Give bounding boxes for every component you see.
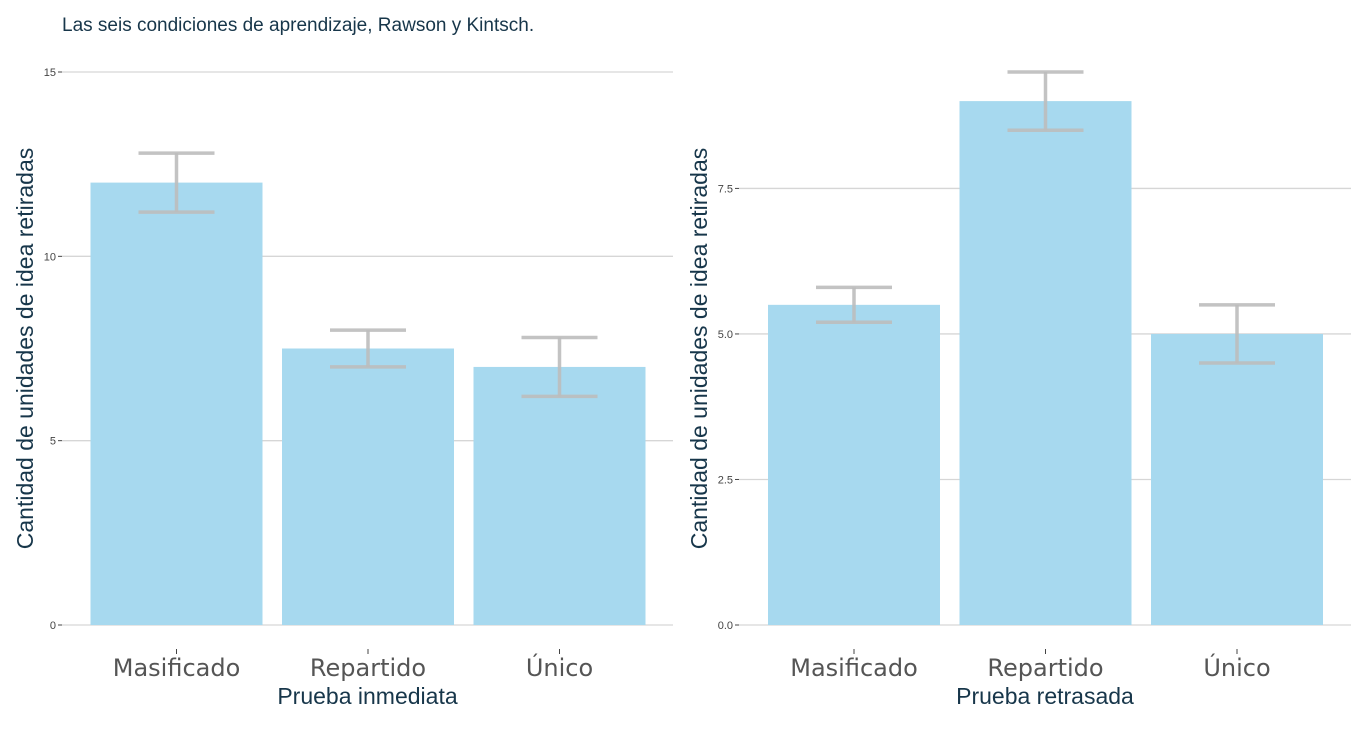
x-axis-title: Prueba inmediata [277, 683, 457, 709]
x-tick-label-repartido: Repartido [310, 654, 426, 682]
bar-repartido [282, 348, 454, 625]
bar-unico [473, 366, 646, 625]
y-tick-label: 7.5 [718, 183, 733, 195]
bar-unico [1151, 333, 1323, 625]
y-axis-title: Cantidad de unidades de idea retiradas [686, 148, 712, 550]
x-tick-label-masificado: Masificado [113, 654, 241, 682]
x-tick-label-repartido: Repartido [987, 654, 1103, 682]
y-axis-title: Cantidad de unidades de idea retiradas [12, 148, 38, 550]
error-bar-repartido [1007, 70, 1084, 132]
y-tick-label: 5.0 [718, 329, 733, 341]
y-tick-label: 2.5 [718, 474, 733, 486]
x-tick-label-unico: Único [526, 652, 593, 682]
y-tick-label: 5 [50, 436, 56, 448]
error-bar-repartido [330, 328, 406, 369]
x-tick-label-masificado: Masificado [790, 654, 918, 682]
x-axis-title: Prueba retrasada [956, 683, 1134, 709]
y-tick-label: 0 [50, 620, 56, 632]
y-tick-label: 10 [44, 251, 56, 263]
y-tick-label: 15 [44, 67, 56, 79]
chart-panel-prueba-inmediata: 0 5 10 15 Masificado Repartido Único Prueba inm… [12, 67, 673, 709]
bar-repartido [959, 101, 1132, 625]
chart-title: Las seis condiciones de aprendizaje, Raw… [62, 15, 534, 36]
error-bar-unico [521, 335, 598, 399]
chart-panel-prueba-retrasada: 0.0 2.5 5.0 7.5 Masificado Repartido Único Prue… [686, 70, 1351, 709]
error-bar-masificado [138, 151, 215, 214]
error-bar-unico [1199, 303, 1275, 365]
y-tick-label: 0.0 [718, 620, 733, 632]
x-tick-label-unico: Único [1203, 652, 1270, 682]
bar-masificado [768, 304, 940, 625]
bar-masificado [90, 182, 263, 625]
error-bar-masificado [816, 285, 892, 325]
